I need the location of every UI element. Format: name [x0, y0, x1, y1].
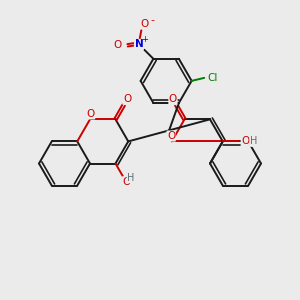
Text: -: -	[151, 15, 155, 26]
Text: O: O	[114, 40, 122, 50]
Text: N: N	[135, 39, 143, 50]
Text: O: O	[123, 177, 131, 187]
Text: O: O	[169, 94, 177, 104]
Text: O: O	[123, 94, 131, 104]
Text: Cl: Cl	[207, 73, 218, 83]
Text: H: H	[127, 173, 135, 183]
Text: O: O	[167, 131, 175, 141]
Text: +: +	[142, 35, 148, 44]
Text: H: H	[250, 136, 257, 146]
Text: O: O	[86, 109, 95, 119]
Text: O: O	[140, 19, 148, 29]
Text: O: O	[241, 136, 249, 146]
